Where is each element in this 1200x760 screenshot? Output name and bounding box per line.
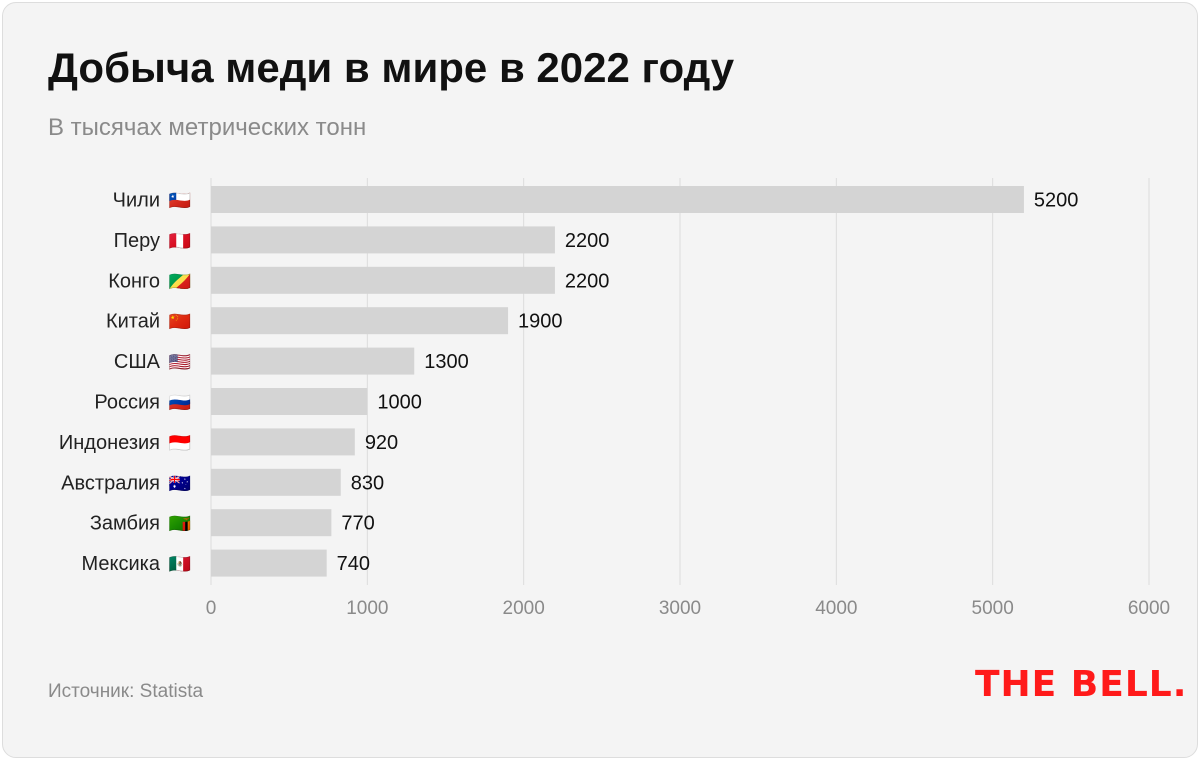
bar (211, 549, 327, 577)
chart-subtitle: В тысячах метрических тонн (48, 114, 367, 141)
value-label: 770 (341, 513, 374, 535)
category-label: Перу (114, 230, 160, 252)
bar (211, 347, 415, 375)
flag-icon: 🇷🇺 (169, 393, 191, 414)
flag-icon: 🇵🇪 (169, 231, 191, 252)
value-label: 830 (351, 472, 384, 494)
value-label: 920 (365, 432, 398, 454)
value-label: 1900 (518, 311, 563, 333)
bar (211, 186, 1024, 213)
flag-icon: 🇨🇳 (169, 312, 191, 333)
value-label: 2200 (565, 230, 610, 252)
category-label: Китай (106, 311, 160, 333)
category-label: Индонезия (59, 432, 160, 454)
value-label: 5200 (1034, 190, 1079, 212)
category-label: Конго (108, 270, 160, 292)
value-label: 740 (337, 553, 370, 575)
flag-icon: 🇮🇩 (169, 433, 191, 454)
bar (211, 226, 555, 254)
value-label: 2200 (565, 270, 610, 292)
category-label: Чили (113, 190, 160, 212)
x-tick-label: 6000 (1128, 598, 1170, 619)
bar (211, 388, 368, 415)
source-note: Источник: Statista (48, 681, 204, 702)
bar (211, 307, 509, 335)
flag-icon: 🇿🇲 (169, 514, 191, 535)
category-label: Мексика (82, 553, 161, 575)
x-tick-label: 1000 (346, 598, 388, 619)
category-label: Замбия (90, 513, 160, 535)
bar (211, 509, 332, 537)
bar (211, 468, 341, 496)
x-tick-label: 5000 (972, 598, 1014, 619)
category-label: Австралия (61, 472, 160, 494)
flag-icon: 🇨🇱 (169, 191, 191, 212)
bar (211, 266, 555, 294)
x-tick-label: 2000 (503, 598, 545, 619)
flag-icon: 🇲🇽 (169, 554, 191, 575)
flag-icon: 🇺🇸 (169, 352, 191, 373)
x-tick-label: 0 (206, 598, 217, 619)
flag-icon: 🇦🇺 (169, 472, 191, 494)
value-label: 1300 (424, 351, 469, 373)
x-tick-label: 3000 (659, 598, 701, 619)
value-label: 1000 (377, 392, 422, 414)
category-label: Россия (94, 392, 160, 414)
chart-title: Добыча меди в мире в 2022 году (48, 44, 735, 91)
flag-icon: 🇨🇬 (169, 271, 191, 292)
x-tick-label: 4000 (815, 598, 857, 619)
category-label: США (114, 351, 161, 373)
the-bell-logo: THE BELL. (975, 664, 1188, 705)
bar (211, 428, 355, 456)
